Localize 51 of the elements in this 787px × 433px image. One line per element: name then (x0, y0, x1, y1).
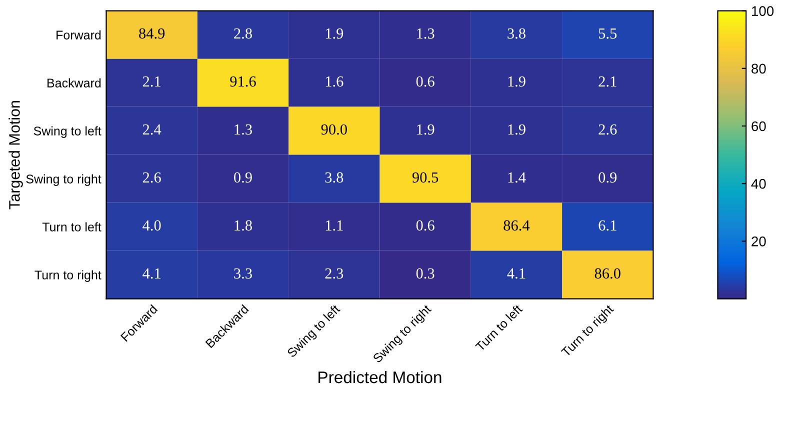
color-bar-label: 80 (752, 64, 766, 74)
data-label: 3.8 (325, 172, 344, 183)
data-label: 0.3 (416, 268, 434, 279)
y-axis-title: Targeted Motion (8, 101, 23, 210)
data-label: 1.4 (508, 172, 526, 183)
data-label: 2.1 (598, 76, 616, 87)
y-tick-label: Turn to right (34, 270, 102, 282)
color-bar-label: 60 (752, 121, 766, 132)
data-label: 1.3 (417, 28, 434, 39)
x-tick-label: Turn to left (474, 304, 523, 352)
data-label: 6.1 (598, 220, 616, 231)
data-label: 86.4 (504, 220, 530, 231)
data-label: 0.6 (416, 220, 434, 231)
data-label: 1.9 (326, 28, 344, 39)
data-label: 86.0 (594, 268, 620, 279)
data-label: 0.9 (598, 172, 617, 183)
data-label: 0.6 (416, 76, 434, 87)
data-label: 91.6 (230, 76, 256, 87)
data-label: 84.9 (139, 28, 165, 39)
data-label: 2.8 (234, 28, 252, 39)
data-label: 3.3 (234, 268, 252, 279)
data-label: 4.0 (142, 220, 161, 231)
data-label: 2.1 (142, 76, 160, 87)
data-label: 2.6 (142, 172, 161, 183)
color-bar-label: 20 (752, 236, 766, 246)
data-label: 2.4 (142, 124, 162, 135)
data-label: 0.9 (234, 172, 252, 183)
y-tick-label: Swing to left (34, 126, 102, 138)
data-label: 1.3 (234, 124, 252, 135)
data-label: 4.1 (507, 268, 526, 279)
x-tick-label: Turn to right (560, 304, 616, 359)
data-label: 1.8 (234, 220, 252, 231)
y-tick-label: Backward (48, 78, 101, 88)
data-label: 1.9 (508, 124, 526, 135)
y-tick-label: Turn to left (42, 222, 102, 232)
data-label: 1.1 (326, 220, 343, 231)
data-label: 1.9 (417, 124, 434, 135)
color-bar-label: 100 (752, 6, 774, 16)
data-label: 4.1 (142, 268, 160, 279)
data-label: 5.5 (598, 28, 617, 39)
data-label: 90.5 (412, 172, 438, 183)
data-label: 1.6 (326, 76, 344, 87)
data-label: 2.3 (325, 268, 344, 279)
x-axis-title: Predicted Motion (318, 370, 442, 384)
data-label: 1.9 (508, 76, 526, 87)
y-tick-label: Swing to right (26, 174, 102, 186)
data-label: 2.6 (598, 124, 617, 135)
y-tick-label: Forward (56, 30, 101, 40)
color-bar-label: 40 (751, 178, 766, 189)
data-label: 90.0 (321, 124, 347, 135)
data-label: 3.8 (508, 28, 526, 39)
